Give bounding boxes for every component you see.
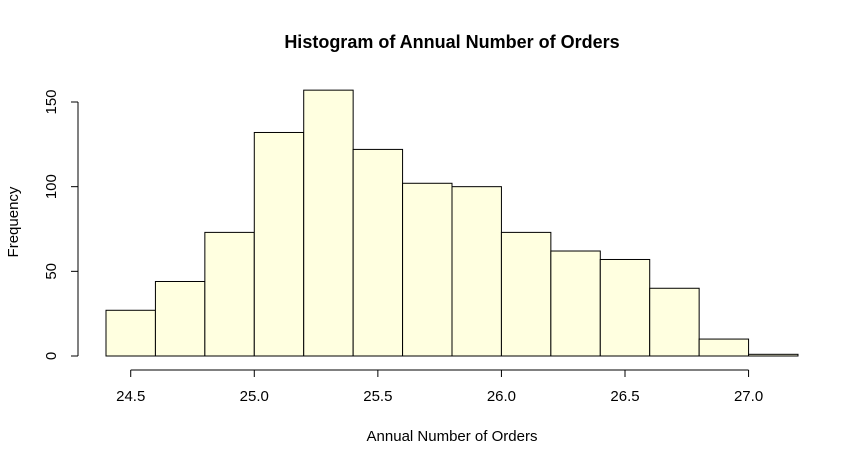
x-tick-label: 25.0 [240,388,269,405]
histogram-bar [452,187,501,356]
histogram-bar [106,310,155,356]
histogram-bar [650,288,699,356]
histogram-bar [551,251,600,356]
x-tick-label: 25.5 [363,388,392,405]
histogram-bar [699,339,748,356]
y-tick-label: 50 [43,263,60,280]
histogram-bar [403,183,452,356]
histogram-bar [600,259,649,356]
histogram-bar [155,281,204,356]
histogram-bar [254,132,303,356]
histogram-bar [749,354,798,356]
chart-title: Histogram of Annual Number of Orders [284,32,619,52]
histogram-bar [304,90,353,356]
y-tick-label: 100 [43,174,60,199]
x-tick-label: 26.5 [610,388,639,405]
histogram-bar [501,232,550,356]
y-tick-label: 150 [43,89,60,114]
y-tick-label: 0 [43,352,60,360]
x-tick-label: 24.5 [116,388,145,405]
x-tick-label: 26.0 [487,388,516,405]
x-axis: 24.5 25.0 25.5 26.0 26.5 27.0 [116,370,763,405]
x-tick-label: 27.0 [734,388,763,405]
histogram-bar [353,149,402,356]
y-axis-label: Frequency [5,186,22,257]
histogram-bar [205,232,254,356]
bars-group [106,90,798,356]
x-axis-label: Annual Number of Orders [367,428,538,445]
y-axis: 0 50 100 150 [43,89,78,360]
